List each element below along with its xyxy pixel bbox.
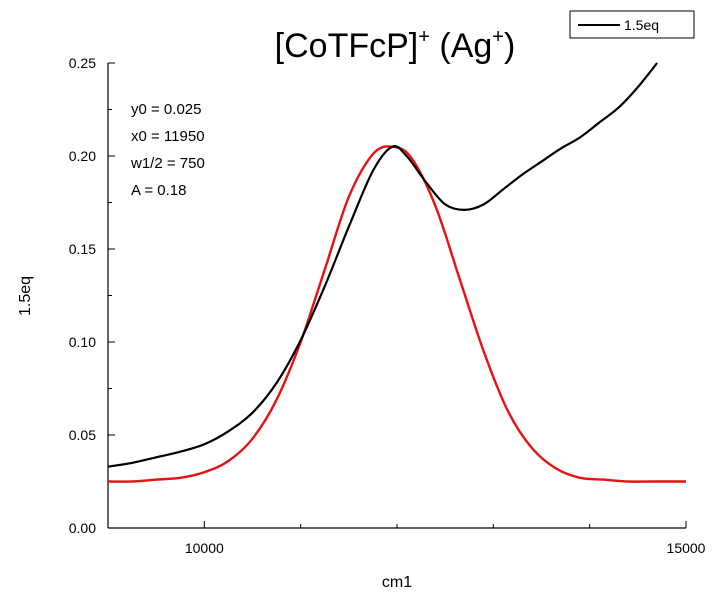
x-axis-label: cm1 (382, 574, 412, 591)
y-tick-label: 0.10 (69, 334, 96, 350)
y-axis-label: 1.5eq (17, 276, 34, 316)
legend-box (569, 10, 695, 39)
y-tick-label: 0.00 (69, 520, 96, 536)
x-ticks: 10000 15000 (107, 521, 706, 556)
title-paren-close: ) (504, 27, 515, 65)
title-paren-open: (Ag (430, 27, 492, 65)
fit-annotation: y0 = 0.025 x0 = 11950 w1/2 = 750 A = 0.1… (130, 101, 205, 199)
annotation-y0: y0 = 0.025 (131, 101, 201, 118)
y-tick-label: 0.15 (69, 241, 96, 257)
title-main: [CoTFcP] (275, 27, 419, 65)
x-tick-label: 15000 (667, 540, 706, 556)
title-paren-sup: + (492, 26, 504, 48)
chart-title: [CoTFcP]+ (Ag+) (275, 26, 516, 65)
y-tick-label: 0.05 (69, 427, 96, 443)
y-tick-label: 0.20 (69, 148, 96, 164)
x-tick-label: 10000 (185, 540, 224, 556)
annotation-x0: x0 = 11950 (131, 128, 205, 145)
series-group (107, 62, 686, 483)
legend: 1.5eq (569, 10, 695, 39)
series-line-1-5eq (107, 62, 658, 468)
y-tick-label: 0.25 (69, 55, 96, 71)
y-ticks: 0.00 0.05 0.10 0.15 0.20 0.25 (69, 55, 115, 536)
annotation-a: A = 0.18 (131, 182, 186, 199)
title-main-sup: + (418, 26, 430, 48)
annotation-w-half: w1/2 = 750 (130, 155, 205, 172)
legend-label: 1.5eq (624, 17, 659, 33)
